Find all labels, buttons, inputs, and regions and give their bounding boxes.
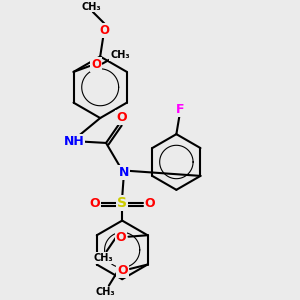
Text: F: F — [176, 103, 184, 116]
Text: O: O — [89, 196, 100, 209]
Text: O: O — [117, 265, 128, 278]
Text: S: S — [117, 196, 127, 210]
Text: O: O — [100, 24, 110, 37]
Text: NH: NH — [63, 135, 84, 148]
Text: N: N — [118, 166, 129, 179]
Text: CH₃: CH₃ — [95, 287, 115, 297]
Text: O: O — [145, 196, 155, 209]
Text: O: O — [116, 111, 127, 124]
Text: CH₃: CH₃ — [81, 2, 100, 12]
Text: O: O — [92, 58, 101, 71]
Text: CH₃: CH₃ — [93, 253, 113, 263]
Text: CH₃: CH₃ — [110, 50, 130, 60]
Text: O: O — [116, 231, 127, 244]
